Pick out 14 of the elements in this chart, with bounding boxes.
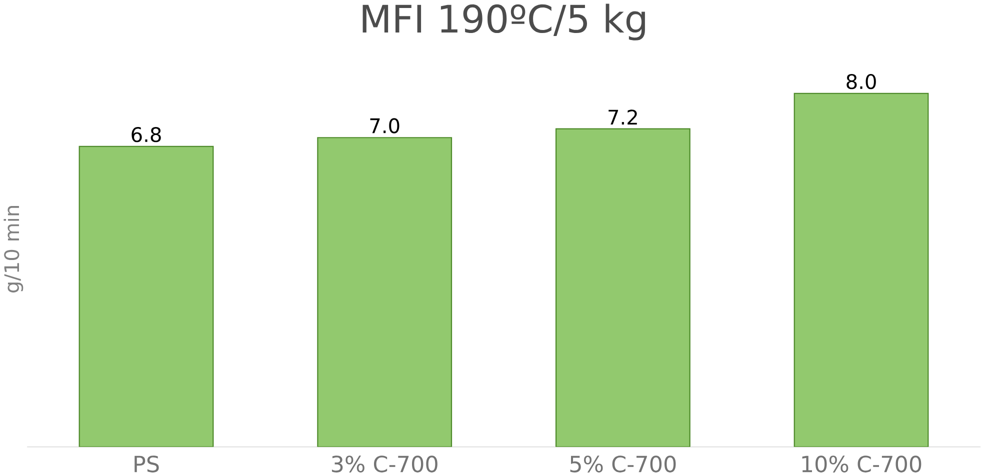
chart-title: MFI 190ºC/5 kg	[362, 4, 645, 40]
x-tick-label: 10% C-700	[802, 456, 922, 472]
y-axis-title: g/10 min	[4, 206, 24, 292]
data-label: 8.0	[846, 74, 876, 90]
x-tick-label: 3% C-700	[332, 456, 438, 472]
x-tick-label: PS	[134, 456, 159, 472]
bar	[78, 146, 214, 447]
x-tick-label: 5% C-700	[570, 456, 676, 472]
bar	[317, 136, 452, 447]
bar	[794, 92, 929, 447]
data-label: 7.0	[370, 118, 400, 134]
data-label: 6.8	[132, 126, 161, 142]
bar	[555, 128, 690, 447]
data-label: 7.2	[608, 110, 637, 124]
